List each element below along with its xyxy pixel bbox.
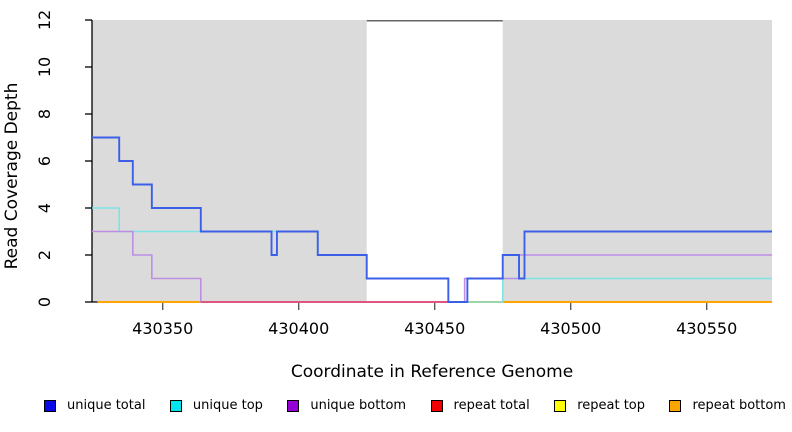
legend-label: repeat top <box>577 398 645 413</box>
legend-label: repeat bottom <box>692 398 786 413</box>
unique-top-swatch-icon <box>169 399 182 412</box>
x-tick-label: 430450 <box>404 319 465 338</box>
x-axis-label: Coordinate in Reference Genome <box>291 362 573 382</box>
unique-bottom-swatch-icon <box>287 399 300 412</box>
legend-label: unique bottom <box>310 398 407 413</box>
plot-background <box>92 20 772 302</box>
axis-titles: Read Coverage Depth Coordinate in Refere… <box>2 83 573 382</box>
repeat-total-swatch-icon <box>430 399 443 412</box>
y-tick-label: 12 <box>35 10 54 30</box>
legend: unique total unique top unique bottom repea… <box>44 398 786 413</box>
y-tick-label: 10 <box>35 57 54 77</box>
repeat-top-swatch-icon <box>554 399 567 412</box>
legend-label: unique top <box>192 398 263 413</box>
x-tick-label: 430550 <box>676 319 737 338</box>
legend-item-unique-top: unique top <box>169 398 263 413</box>
coverage-lines <box>92 136 772 303</box>
legend-label: unique total <box>67 398 146 413</box>
x-tick-label: 430400 <box>268 319 329 338</box>
y-tick-label: 6 <box>35 156 54 166</box>
y-axis-label: Read Coverage Depth <box>2 83 22 270</box>
legend-item-unique-total: unique total <box>44 398 145 413</box>
legend-item-repeat-bottom: repeat bottom <box>669 398 786 413</box>
legend-label: repeat total <box>453 398 530 413</box>
repeat-bottom-swatch-icon <box>669 399 682 412</box>
y-tick-label: 0 <box>35 297 54 307</box>
legend-item-repeat-top: repeat top <box>554 398 645 413</box>
shaded-region-1 <box>502 20 772 302</box>
legend-item-repeat-total: repeat total <box>430 398 530 413</box>
axes: 430350 430400 430450 430500 430550 0 2 4 6 8 10 12 <box>35 10 772 338</box>
x-tick-label: 430500 <box>540 319 601 338</box>
y-tick-label: 4 <box>35 203 54 213</box>
y-tick-label: 2 <box>35 250 54 260</box>
unique-total-swatch-icon <box>44 399 56 412</box>
coverage-plot-svg: 430350 430400 430450 430500 430550024681012 … <box>2 10 772 382</box>
legend-item-unique-bottom: unique bottom <box>287 398 406 413</box>
y-tick-label: 8 <box>35 109 54 119</box>
x-tick-label: 430350 <box>132 319 193 338</box>
series-unique-total <box>92 136 772 303</box>
